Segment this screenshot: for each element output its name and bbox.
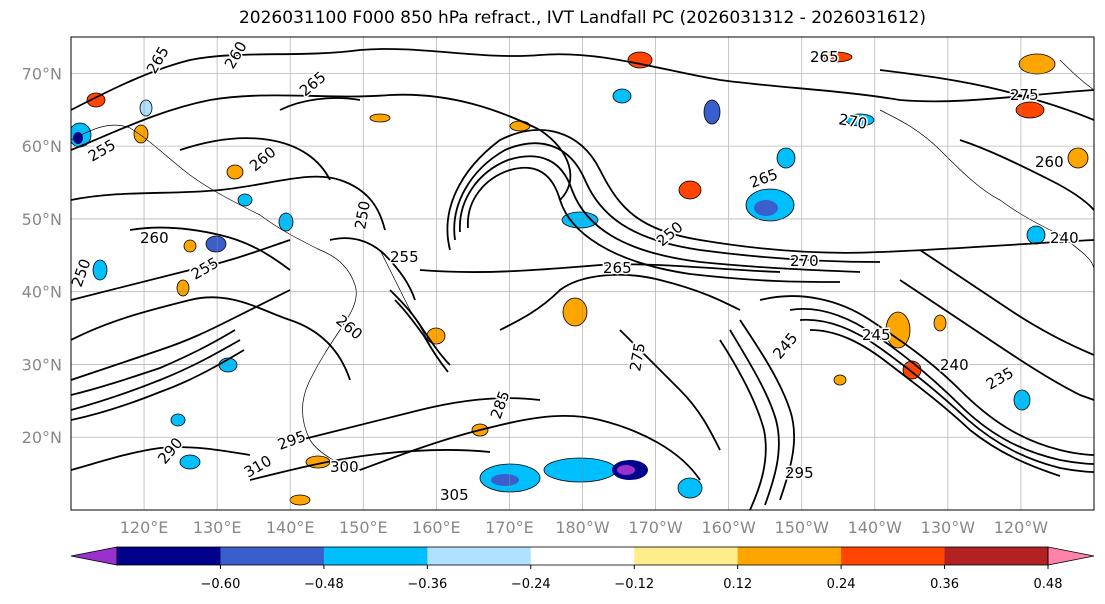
latitude-labels: 70°N 60°N 50°N 40°N 30°N 20°N bbox=[22, 64, 62, 447]
contour-label: 245 bbox=[862, 326, 891, 344]
map-frame bbox=[70, 36, 1095, 511]
contour-label: 250 bbox=[653, 218, 687, 250]
longitude-label: 140°E bbox=[266, 518, 315, 537]
contour-label: 245 bbox=[769, 329, 801, 363]
colorbar-bin bbox=[530, 547, 635, 565]
colorbar-tick-label: −0.48 bbox=[304, 577, 344, 592]
longitude-label: 150°E bbox=[339, 518, 388, 537]
colorbar-bin bbox=[427, 547, 532, 565]
latitude-label: 30°N bbox=[22, 355, 62, 374]
contour-label: 265 bbox=[143, 43, 173, 77]
colorbar-frame bbox=[116, 546, 1049, 566]
contour-label: 270 bbox=[837, 110, 868, 133]
contour-label: 265 bbox=[810, 48, 839, 66]
latitude-label: 20°N bbox=[22, 428, 62, 447]
contour-label: 275 bbox=[1010, 86, 1039, 104]
colorbar-bin bbox=[634, 547, 739, 565]
colorbar-tick-label: 0.36 bbox=[930, 577, 959, 592]
contour-label: 310 bbox=[241, 452, 275, 482]
longitude-label: 160°W bbox=[701, 518, 756, 537]
colorbar-tick-label: 0.48 bbox=[1034, 577, 1063, 592]
contour-label: 295 bbox=[785, 464, 814, 482]
longitude-label: 130°W bbox=[921, 518, 976, 537]
longitude-label: 120°W bbox=[994, 518, 1049, 537]
colorbar-extend-high bbox=[1047, 546, 1095, 566]
colorbar-bin bbox=[944, 547, 1049, 565]
contour-label: 275 bbox=[626, 341, 649, 372]
colorbar-bin bbox=[737, 547, 842, 565]
contour-label: 260 bbox=[246, 143, 280, 175]
colorbar-extend-low bbox=[70, 546, 118, 566]
colorbar-bin bbox=[841, 547, 946, 565]
longitude-label: 150°W bbox=[775, 518, 830, 537]
colorbar-tick-label: −0.24 bbox=[511, 577, 551, 592]
colorbar-tick-label: 0.12 bbox=[723, 577, 752, 592]
contour-label: 260 bbox=[332, 311, 366, 343]
contour-label: 295 bbox=[275, 427, 308, 454]
contour-label: 250 bbox=[68, 256, 95, 289]
contour-label: 235 bbox=[983, 364, 1017, 394]
longitude-label: 170°W bbox=[628, 518, 683, 537]
contour-label: 270 bbox=[790, 252, 819, 270]
longitude-label: 180°W bbox=[555, 518, 610, 537]
latitude-label: 70°N bbox=[22, 64, 62, 83]
contour-label: 255 bbox=[188, 254, 222, 284]
refractivity-shading bbox=[71, 51, 1089, 506]
colorbar-bin bbox=[117, 547, 221, 565]
longitude-label: 140°W bbox=[848, 518, 903, 537]
colorbar-bin bbox=[323, 547, 428, 565]
longitude-label: 130°E bbox=[193, 518, 242, 537]
latitude-label: 60°N bbox=[22, 137, 62, 156]
contour-label: 240 bbox=[1050, 229, 1079, 247]
colorbar-tick-label: −0.12 bbox=[614, 577, 654, 592]
contour-label: 260 bbox=[140, 229, 169, 247]
contour-label: 250 bbox=[351, 199, 374, 230]
longitude-labels: 120°E 130°E 140°E 150°E 160°E 170°E 180°W 170°W… bbox=[120, 518, 1049, 537]
colorbar-tick-label: −0.60 bbox=[201, 577, 241, 592]
map-title: 2026031100 F000 850 hPa refract., IVT La… bbox=[238, 8, 926, 28]
contour-label: 300 bbox=[330, 458, 359, 476]
colorbar-tick-labels: −0.60 −0.48 −0.36 −0.24 −0.12 0.12 0.24 0.36 0.4… bbox=[201, 577, 1063, 592]
colorbar-tick-label: −0.36 bbox=[407, 577, 447, 592]
latitude-label: 50°N bbox=[22, 210, 62, 229]
colorbar-tick-label: 0.24 bbox=[827, 577, 856, 592]
coastlines bbox=[71, 59, 1094, 471]
longitude-label: 170°E bbox=[485, 518, 534, 537]
contour-label: 265 bbox=[603, 259, 632, 277]
contour-label: 260 bbox=[1035, 153, 1064, 171]
longitude-label: 120°E bbox=[120, 518, 169, 537]
contour-label: 305 bbox=[440, 486, 469, 504]
colorbar bbox=[70, 546, 1095, 569]
latitude-label: 40°N bbox=[22, 283, 62, 302]
contour-label: 255 bbox=[390, 248, 419, 266]
longitude-label: 160°E bbox=[412, 518, 461, 537]
contour-label: 240 bbox=[940, 356, 969, 374]
contour-label: 265 bbox=[747, 165, 780, 192]
gridlines bbox=[71, 37, 1094, 510]
refractivity-contours bbox=[71, 48, 1094, 510]
colorbar-bin bbox=[220, 547, 325, 565]
